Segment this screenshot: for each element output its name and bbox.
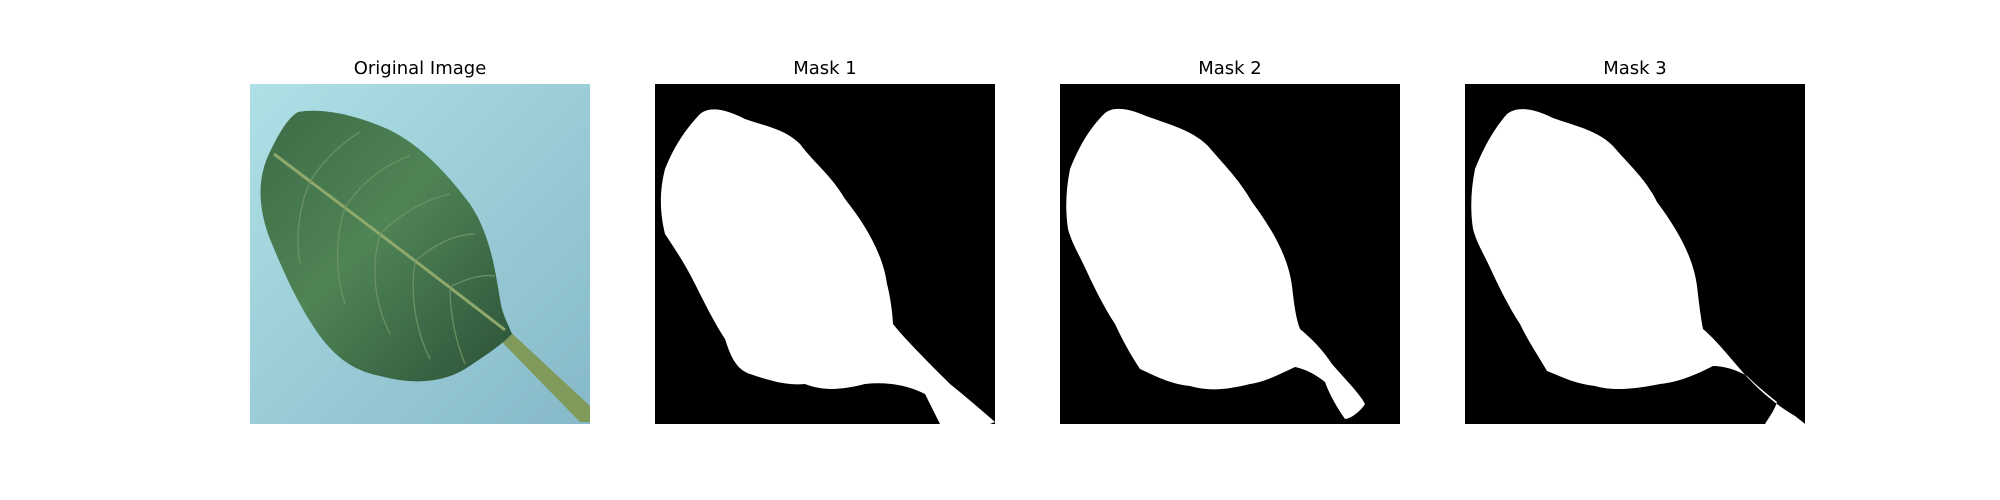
panel-title: Mask 2 xyxy=(1198,58,1262,79)
panel-mask-2: Mask 2 xyxy=(1060,0,1400,500)
mask-1-image xyxy=(655,84,995,424)
panel-title: Mask 3 xyxy=(1603,58,1667,79)
original-image xyxy=(250,84,590,424)
panel-original-image: Original Image xyxy=(250,0,590,500)
mask-3-image xyxy=(1465,84,1805,424)
panel-title: Original Image xyxy=(353,58,487,79)
panel-mask-1: Mask 1 xyxy=(655,0,995,500)
panel-mask-3: Mask 3 xyxy=(1465,0,1805,500)
panel-title: Mask 1 xyxy=(793,58,857,79)
mask-2-image xyxy=(1060,84,1400,424)
